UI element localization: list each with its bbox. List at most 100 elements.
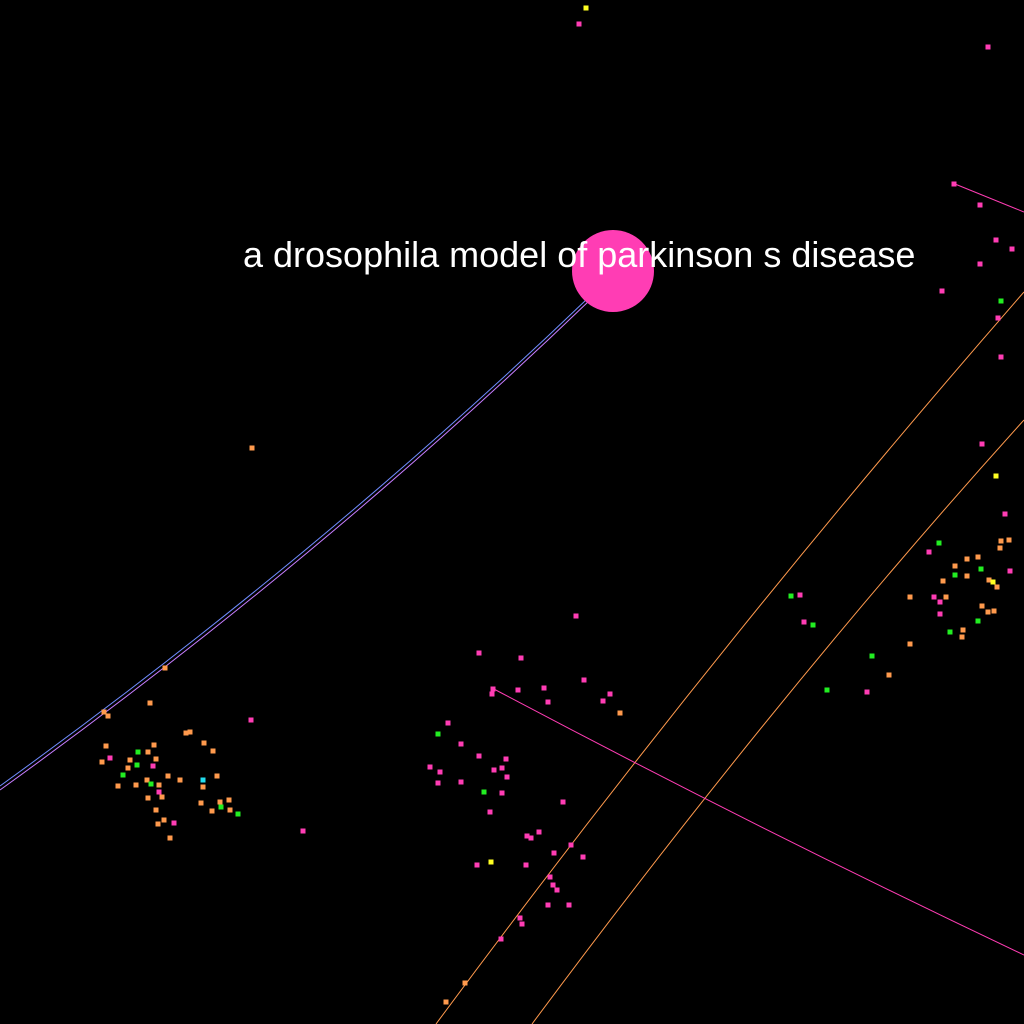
graph-node[interactable] — [177, 777, 183, 783]
graph-node[interactable] — [153, 756, 159, 762]
graph-node[interactable] — [445, 720, 451, 726]
graph-node[interactable] — [536, 829, 542, 835]
graph-node[interactable] — [476, 650, 482, 656]
graph-node[interactable] — [607, 691, 613, 697]
graph-node[interactable] — [120, 772, 126, 778]
graph-node[interactable] — [209, 808, 215, 814]
graph-node[interactable] — [994, 584, 1000, 590]
graph-node[interactable] — [869, 653, 875, 659]
graph-node[interactable] — [979, 441, 985, 447]
graph-node[interactable] — [503, 756, 509, 762]
graph-node[interactable] — [125, 765, 131, 771]
graph-node[interactable] — [101, 709, 107, 715]
graph-node[interactable] — [943, 594, 949, 600]
graph-node[interactable] — [134, 762, 140, 768]
graph-node[interactable] — [580, 854, 586, 860]
graph-node[interactable] — [201, 740, 207, 746]
graph-node[interactable] — [991, 608, 997, 614]
graph-node[interactable] — [985, 44, 991, 50]
graph-node[interactable] — [135, 749, 141, 755]
graph-node[interactable] — [148, 781, 154, 787]
graph-node[interactable] — [566, 902, 572, 908]
graph-node[interactable] — [951, 181, 957, 187]
graph-node[interactable] — [952, 563, 958, 569]
graph-node[interactable] — [235, 811, 241, 817]
graph-node[interactable] — [995, 315, 1001, 321]
graph-node[interactable] — [515, 687, 521, 693]
graph-node[interactable] — [210, 748, 216, 754]
graph-node[interactable] — [518, 655, 524, 661]
graph-node[interactable] — [127, 757, 133, 763]
graph-node[interactable] — [801, 619, 807, 625]
graph-node[interactable] — [499, 765, 505, 771]
graph-node[interactable] — [998, 538, 1004, 544]
graph-node[interactable] — [939, 288, 945, 294]
graph-node[interactable] — [886, 672, 892, 678]
graph-node[interactable] — [145, 749, 151, 755]
graph-node[interactable] — [248, 717, 254, 723]
graph-node[interactable] — [200, 784, 206, 790]
graph-node[interactable] — [810, 622, 816, 628]
graph-node[interactable] — [159, 794, 165, 800]
graph-node[interactable] — [931, 594, 937, 600]
graph-node[interactable] — [217, 799, 223, 805]
graph-node[interactable] — [975, 554, 981, 560]
graph-node[interactable] — [156, 789, 162, 795]
graph-node[interactable] — [600, 698, 606, 704]
graph-node[interactable] — [541, 685, 547, 691]
graph-node[interactable] — [147, 700, 153, 706]
graph-node[interactable] — [476, 753, 482, 759]
graph-node[interactable] — [144, 777, 150, 783]
graph-node[interactable] — [435, 780, 441, 786]
graph-node[interactable] — [153, 807, 159, 813]
graph-node[interactable] — [214, 773, 220, 779]
focus-node[interactable] — [572, 230, 654, 312]
graph-node[interactable] — [547, 874, 553, 880]
graph-node[interactable] — [573, 613, 579, 619]
graph-node[interactable] — [824, 687, 830, 693]
graph-node[interactable] — [551, 850, 557, 856]
graph-node[interactable] — [936, 540, 942, 546]
graph-node[interactable] — [437, 769, 443, 775]
graph-node[interactable] — [545, 699, 551, 705]
graph-node[interactable] — [568, 842, 574, 848]
graph-node[interactable] — [443, 999, 449, 1005]
graph-node[interactable] — [998, 298, 1004, 304]
graph-node[interactable] — [583, 5, 589, 11]
graph-node[interactable] — [458, 741, 464, 747]
graph-node[interactable] — [977, 261, 983, 267]
graph-node[interactable] — [167, 835, 173, 841]
graph-node[interactable] — [523, 862, 529, 868]
graph-node[interactable] — [1009, 246, 1015, 252]
graph-node[interactable] — [1002, 511, 1008, 517]
graph-node[interactable] — [550, 882, 556, 888]
graph-node[interactable] — [997, 545, 1003, 551]
graph-node[interactable] — [427, 764, 433, 770]
graph-node[interactable] — [103, 743, 109, 749]
graph-node[interactable] — [249, 445, 255, 451]
graph-node[interactable] — [964, 573, 970, 579]
graph-node[interactable] — [524, 833, 530, 839]
graph-node[interactable] — [554, 887, 560, 893]
graph-node[interactable] — [504, 774, 510, 780]
graph-node[interactable] — [998, 354, 1004, 360]
graph-node[interactable] — [462, 980, 468, 986]
graph-node[interactable] — [218, 804, 224, 810]
graph-node[interactable] — [964, 556, 970, 562]
graph-node[interactable] — [952, 572, 958, 578]
graph-node[interactable] — [458, 779, 464, 785]
graph-node[interactable] — [115, 783, 121, 789]
graph-node[interactable] — [300, 828, 306, 834]
graph-node[interactable] — [907, 641, 913, 647]
graph-node[interactable] — [926, 549, 932, 555]
graph-node[interactable] — [788, 593, 794, 599]
graph-node[interactable] — [150, 763, 156, 769]
graph-node[interactable] — [198, 800, 204, 806]
graph-node[interactable] — [979, 603, 985, 609]
graph-node[interactable] — [985, 609, 991, 615]
graph-node[interactable] — [499, 790, 505, 796]
graph-node[interactable] — [489, 691, 495, 697]
graph-node[interactable] — [581, 677, 587, 683]
graph-node[interactable] — [993, 473, 999, 479]
